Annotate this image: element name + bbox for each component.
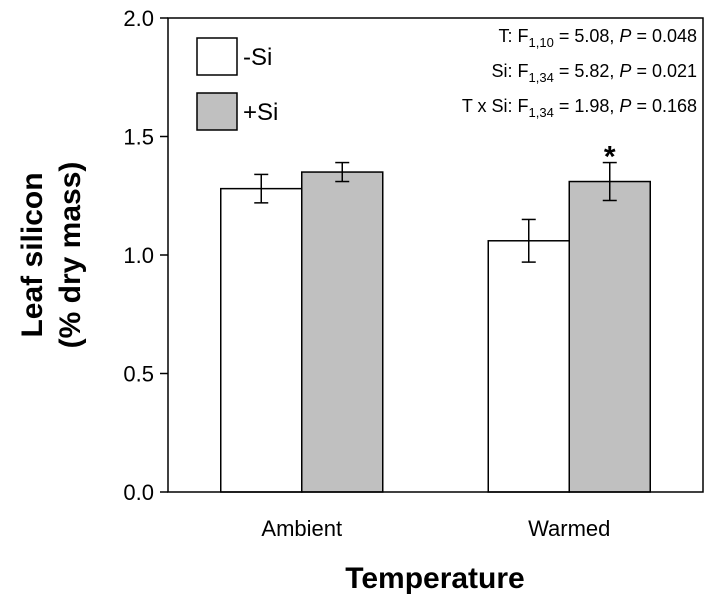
y-tick-label: 1.0 xyxy=(123,243,154,268)
x-axis-label: Temperature xyxy=(345,562,525,595)
plot-frame xyxy=(167,17,704,493)
annotation-part: 1,34 xyxy=(529,105,554,120)
legend-label: +Si xyxy=(243,99,278,126)
y-tick-label: 0.5 xyxy=(123,362,154,387)
annotation-part: T: F xyxy=(499,26,529,46)
bar xyxy=(487,240,570,493)
annotation-part: Si: F xyxy=(492,61,529,81)
y-tick-label: 2.0 xyxy=(123,6,154,31)
error-bar xyxy=(521,218,536,263)
annotation-part: P xyxy=(619,61,631,81)
y-axis-label: Leaf silicon xyxy=(16,172,49,337)
error-bar xyxy=(335,161,350,183)
annotation-part: = 5.82, xyxy=(554,61,620,81)
annotation-part: 1,10 xyxy=(529,35,554,50)
y-axis-label: (% dry mass) xyxy=(54,162,87,349)
stat-annotation: T: F1,10 = 5.08, P = 0.048 xyxy=(499,26,697,50)
legend-swatch xyxy=(196,92,238,131)
significance-marker: * xyxy=(604,141,616,174)
y-tick-label: 0.0 xyxy=(123,480,154,505)
annotation-part: = 0.048 xyxy=(631,26,697,46)
x-tick-label: Warmed xyxy=(528,516,610,541)
annotation-part: = 0.021 xyxy=(631,61,697,81)
y-tick-label: 1.5 xyxy=(123,125,154,150)
error-bar xyxy=(602,161,617,202)
stat-annotation: Si: F1,34 = 5.82, P = 0.021 xyxy=(492,61,697,85)
annotation-part: = 1.98, xyxy=(554,96,620,116)
annotation-part: T x Si: F xyxy=(462,96,529,116)
annotation-part: 1,34 xyxy=(529,70,554,85)
legend-label: -Si xyxy=(243,44,272,71)
annotation-part: P xyxy=(619,26,631,46)
annotation-part: = 0.168 xyxy=(631,96,697,116)
error-bar xyxy=(254,173,269,204)
bar xyxy=(220,187,303,493)
bar xyxy=(301,171,384,493)
legend-swatch xyxy=(196,37,238,76)
x-tick-label: Ambient xyxy=(261,516,342,541)
stat-annotation: T x Si: F1,34 = 1.98, P = 0.168 xyxy=(462,96,697,120)
annotation-part: = 5.08, xyxy=(554,26,620,46)
bar xyxy=(568,180,651,493)
annotation-part: P xyxy=(619,96,631,116)
